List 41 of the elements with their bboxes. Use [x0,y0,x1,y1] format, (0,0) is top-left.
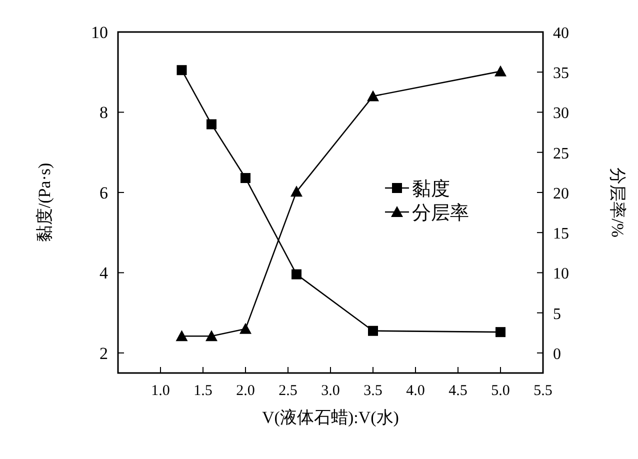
point [368,326,378,336]
x-tick-label: 5.0 [491,383,510,399]
point [494,65,506,76]
point [206,330,218,342]
y2-tick-label: 0 [553,346,561,363]
y2-tick-label: 35 [553,65,569,82]
point [206,119,216,130]
x-tick-label: 5.5 [534,383,552,399]
x-tick-label: 2.5 [278,383,298,399]
point [240,173,250,184]
point [496,327,506,338]
y-tick-label: 4 [100,264,108,283]
x-tick-label: 4.5 [448,383,468,399]
x-tick-label: 4.0 [406,383,425,399]
y2-tick-label: 30 [553,105,569,122]
point [176,330,188,342]
point [240,322,252,334]
x-tick-label: 2.0 [236,383,255,399]
y2-tick-label: 25 [553,145,569,162]
point [290,186,302,197]
y2-tick-label: 10 [553,266,569,283]
y-tick-label: 10 [91,23,108,42]
legend-label: 黏度 [412,178,450,200]
x-axis-title: V(液体石蜡):V(水) [262,408,399,427]
point [292,269,302,280]
x-tick-label: 3.5 [364,383,382,399]
y-tick-label: 8 [100,103,108,122]
point [367,90,379,102]
legend-label: 分层率 [412,202,469,224]
y2-tick-label: 5 [553,306,561,323]
x-tick-label: 1.5 [194,383,212,399]
x-tick-label: 3.0 [321,383,340,399]
y2-axis-title: 分层率/% [608,168,627,238]
y-tick-label: 6 [100,183,108,202]
x-tick-label: 1.0 [151,383,170,399]
y2-tick-label: 15 [553,226,569,243]
y2-tick-label: 20 [553,185,569,202]
y-tick-label: 2 [100,344,108,363]
y-axis-title: 黏度/(Pa·s) [35,162,54,242]
point [176,65,187,76]
y2-tick-label: 40 [553,25,569,42]
